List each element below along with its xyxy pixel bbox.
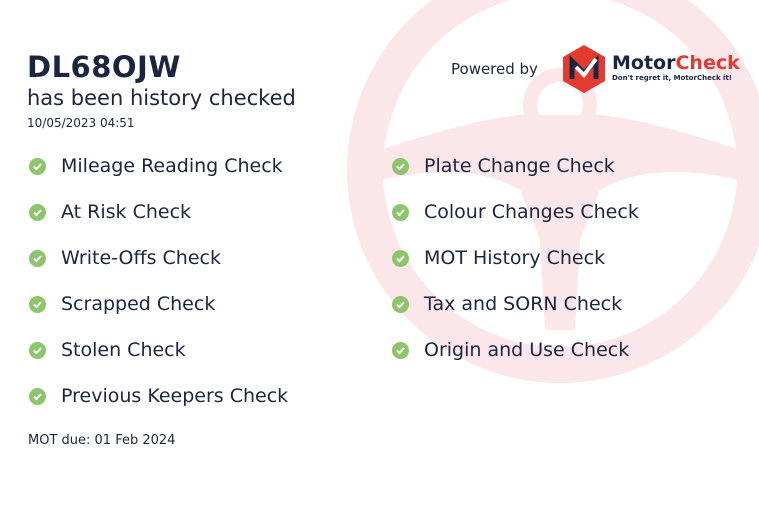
check-circle-icon bbox=[392, 341, 409, 359]
check-label: Origin and Use Check bbox=[424, 339, 630, 361]
check-item: Origin and Use Check bbox=[392, 339, 629, 361]
check-circle-icon bbox=[29, 387, 46, 405]
check-label: MOT History Check bbox=[424, 247, 606, 269]
check-item: Previous Keepers Check bbox=[29, 385, 288, 407]
check-item: Plate Change Check bbox=[392, 155, 615, 177]
check-label: Stolen Check bbox=[61, 339, 186, 361]
check-item: Scrapped Check bbox=[29, 293, 215, 315]
check-label: At Risk Check bbox=[61, 201, 192, 223]
check-label: Mileage Reading Check bbox=[61, 155, 283, 177]
timestamp: 10/05/2023 04:51 bbox=[27, 116, 135, 130]
check-circle-icon bbox=[29, 295, 46, 313]
check-label: Tax and SORN Check bbox=[424, 293, 623, 315]
check-item: Write-Offs Check bbox=[29, 247, 221, 269]
check-circle-icon bbox=[392, 295, 409, 313]
check-label: Plate Change Check bbox=[424, 155, 615, 177]
check-circle-icon bbox=[29, 157, 46, 175]
brand-tagline: Don't regret it, MotorCheck it! bbox=[612, 74, 732, 82]
motorcheck-logo-icon bbox=[563, 45, 605, 93]
check-circle-icon bbox=[392, 203, 409, 221]
brand-name: MotorCheck bbox=[612, 52, 740, 74]
check-item: Stolen Check bbox=[29, 339, 186, 361]
powered-by-label: Powered by bbox=[451, 60, 538, 78]
brand-part2: Check bbox=[675, 52, 740, 74]
check-circle-icon bbox=[392, 249, 409, 267]
check-circle-icon bbox=[29, 203, 46, 221]
check-item: MOT History Check bbox=[392, 247, 605, 269]
mot-due: MOT due: 01 Feb 2024 bbox=[28, 433, 176, 448]
check-item: Colour Changes Check bbox=[392, 201, 639, 223]
check-label: Previous Keepers Check bbox=[61, 385, 289, 407]
brand-part1: Motor bbox=[612, 52, 676, 74]
check-circle-icon bbox=[29, 341, 46, 359]
check-label: Colour Changes Check bbox=[424, 201, 639, 223]
check-item: At Risk Check bbox=[29, 201, 191, 223]
check-label: Scrapped Check bbox=[61, 293, 216, 315]
subtitle: has been history checked bbox=[27, 86, 296, 110]
check-circle-icon bbox=[29, 249, 46, 267]
check-circle-icon bbox=[392, 157, 409, 175]
registration-plate: DL68OJW bbox=[27, 50, 181, 84]
check-item: Mileage Reading Check bbox=[29, 155, 283, 177]
check-item: Tax and SORN Check bbox=[392, 293, 622, 315]
check-label: Write-Offs Check bbox=[61, 247, 221, 269]
